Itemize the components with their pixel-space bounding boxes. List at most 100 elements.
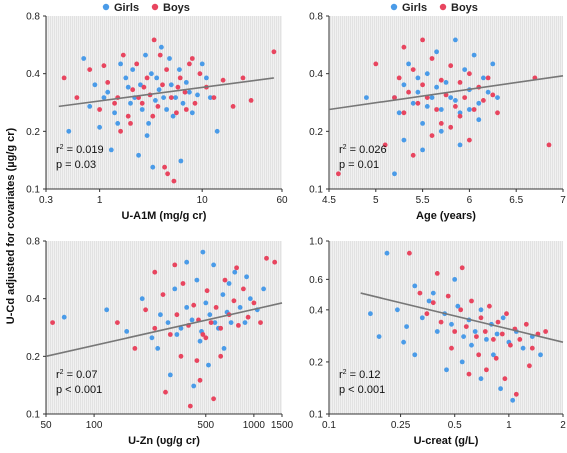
data-point-girls bbox=[178, 158, 184, 164]
data-point-boys bbox=[120, 52, 126, 58]
panel-bottom-right: 0.1 0.2 0.4 0.6 1.0 0.1 0.25 0.5 1 2 U-creat (g/L)… bbox=[309, 237, 566, 448]
r-squared-text: r2 = 0.026 bbox=[339, 144, 387, 156]
y-tick-label: 0.2 bbox=[309, 357, 323, 368]
data-point-boys bbox=[482, 329, 488, 334]
legend-girls-swatch bbox=[102, 3, 110, 11]
data-point-girls bbox=[125, 84, 131, 90]
data-point-girls bbox=[364, 95, 369, 100]
y-tick-label: 0.4 bbox=[309, 69, 323, 80]
data-point-girls bbox=[173, 95, 179, 100]
data-point-boys bbox=[134, 61, 140, 67]
data-point-girls bbox=[220, 292, 226, 297]
data-point-boys bbox=[144, 75, 150, 81]
y-tick-label: 1.0 bbox=[309, 237, 323, 248]
data-point-girls bbox=[242, 320, 248, 325]
data-point-boys bbox=[132, 346, 138, 351]
regression-line bbox=[58, 77, 274, 108]
x-tick-label: 6 bbox=[467, 195, 473, 206]
data-point-girls bbox=[138, 82, 143, 88]
x-tick-label: 100 bbox=[86, 420, 103, 431]
x-tick-label: 5.5 bbox=[416, 195, 430, 206]
data-point-girls bbox=[164, 107, 170, 112]
data-point-girls bbox=[469, 342, 474, 348]
data-point-boys bbox=[189, 56, 195, 61]
data-point-boys bbox=[438, 319, 444, 325]
data-point-boys bbox=[101, 63, 107, 69]
data-point-boys bbox=[429, 56, 435, 61]
data-point-girls bbox=[149, 71, 154, 77]
data-point-boys bbox=[191, 302, 197, 308]
data-point-boys bbox=[74, 95, 80, 100]
data-point-boys bbox=[258, 320, 263, 325]
data-point-boys bbox=[504, 311, 509, 317]
data-point-boys bbox=[406, 89, 411, 95]
y-tick-label: 0.8 bbox=[26, 12, 40, 23]
x-tick-label: 500 bbox=[197, 420, 214, 431]
data-point-girls bbox=[424, 71, 430, 77]
data-point-boys bbox=[172, 262, 178, 268]
data-point-boys bbox=[174, 110, 179, 116]
data-point-girls bbox=[211, 262, 217, 268]
data-point-boys bbox=[213, 305, 219, 310]
data-point-girls bbox=[167, 56, 172, 61]
data-point-girls bbox=[153, 98, 158, 103]
data-point-girls bbox=[438, 128, 444, 134]
data-point-boys bbox=[490, 92, 496, 98]
data-point-boys bbox=[162, 164, 168, 170]
data-point-girls bbox=[494, 331, 500, 337]
data-point-girls bbox=[455, 303, 461, 309]
data-point-girls bbox=[187, 89, 192, 95]
data-point-boys bbox=[493, 355, 499, 361]
legend-girls-label: Girls bbox=[402, 2, 427, 14]
data-point-boys bbox=[543, 329, 548, 334]
data-point-boys bbox=[264, 255, 269, 261]
r-squared-text: r2 = 0.019 bbox=[56, 144, 104, 156]
plot-area bbox=[329, 16, 563, 189]
data-point-girls bbox=[438, 107, 444, 112]
data-point-girls bbox=[247, 296, 253, 302]
data-point-girls bbox=[415, 89, 421, 95]
data-point-boys bbox=[508, 342, 513, 348]
data-point-girls bbox=[87, 104, 93, 109]
data-point-girls bbox=[467, 107, 472, 112]
data-point-girls bbox=[212, 320, 218, 325]
legend-boys-label: Boys bbox=[163, 2, 190, 14]
data-point-girls bbox=[453, 37, 458, 43]
shared-y-axis-label: U-Cd adjusted for covariates (µg/g cr) bbox=[5, 127, 17, 324]
data-point-boys bbox=[546, 142, 552, 148]
x-tick-label: 0.5 bbox=[448, 420, 462, 431]
data-point-boys bbox=[445, 293, 451, 299]
data-point-boys bbox=[452, 329, 458, 334]
x-axis-label: U-creat (g/L) bbox=[414, 435, 479, 447]
data-point-boys bbox=[211, 396, 217, 402]
y-tick-label: 0.6 bbox=[309, 275, 323, 286]
data-point-boys bbox=[487, 303, 492, 309]
data-point-girls bbox=[191, 383, 197, 389]
data-point-girls bbox=[214, 128, 220, 134]
data-point-boys bbox=[183, 107, 189, 112]
data-point-boys bbox=[434, 271, 440, 276]
data-point-boys bbox=[466, 371, 472, 377]
data-point-boys bbox=[118, 128, 123, 134]
x-tick-label: 1500 bbox=[271, 420, 294, 431]
data-point-girls bbox=[368, 311, 373, 317]
plot-area bbox=[329, 241, 563, 414]
data-point-girls bbox=[81, 56, 87, 61]
legend-top-left: Girls Boys bbox=[102, 2, 190, 14]
data-point-girls bbox=[178, 325, 184, 331]
data-point-girls bbox=[139, 107, 145, 112]
data-point-boys bbox=[417, 290, 423, 296]
data-point-boys bbox=[462, 95, 468, 100]
data-point-girls bbox=[430, 290, 436, 296]
data-point-boys bbox=[168, 95, 174, 100]
data-point-boys bbox=[160, 292, 166, 297]
data-point-boys bbox=[502, 376, 508, 382]
y-tick-label: 0.8 bbox=[309, 12, 323, 23]
data-point-girls bbox=[108, 147, 114, 153]
data-point-girls bbox=[168, 82, 174, 88]
data-point-boys bbox=[155, 104, 161, 109]
data-point-girls bbox=[420, 121, 425, 126]
data-point-girls bbox=[392, 171, 397, 177]
data-point-boys bbox=[401, 110, 407, 116]
